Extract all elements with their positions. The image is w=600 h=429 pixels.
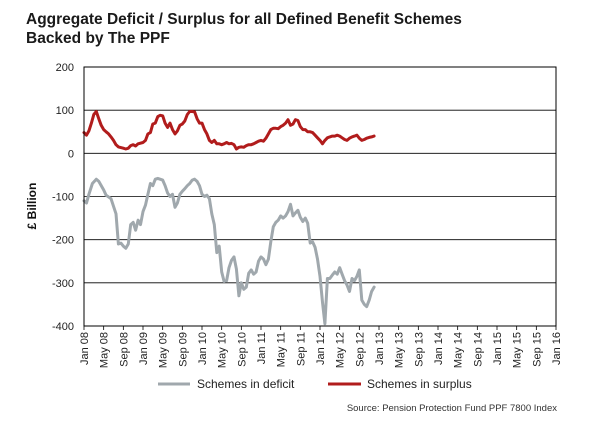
source-note: Source: Pension Protection Fund PPF 7800… (346, 403, 557, 414)
x-tick-label: Jan 14 (433, 332, 445, 365)
x-tick-label: May 08 (99, 332, 111, 368)
y-tick-label: -400 (52, 321, 74, 333)
x-tick-label: Jan 11 (256, 332, 268, 364)
x-tick-label: Jan 15 (492, 332, 504, 365)
x-tick-label: Sep 11 (295, 332, 307, 366)
x-tick-label: May 10 (217, 332, 229, 368)
legend: Schemes in deficit Schemes in surplus (158, 377, 472, 391)
y-tick-label: 200 (56, 62, 74, 74)
legend-label-deficit: Schemes in deficit (197, 377, 295, 391)
x-tick-label: Sep 13 (413, 332, 425, 367)
x-tick-label: May 14 (453, 332, 465, 368)
y-tick-label: 100 (56, 105, 74, 117)
x-tick-label: Jan 10 (197, 332, 209, 365)
x-tick-label: Sep 10 (236, 332, 248, 367)
x-tick-label: Jan 12 (315, 332, 327, 365)
y-tick-label: -200 (52, 235, 74, 247)
series-line-deficit (82, 176, 376, 326)
y-tick-labels: -400 -300 -200 -100 0 100 200 (52, 62, 74, 333)
y-tick-label: 0 (68, 148, 74, 160)
y-axis-label: £ Billion (25, 183, 39, 230)
y-tick-label: -300 (52, 278, 74, 290)
series-lines (82, 110, 376, 326)
x-tick-label: Sep 14 (472, 332, 484, 367)
x-tick-label: May 13 (394, 332, 406, 368)
chart-title: Aggregate Deficit / Surplus for all Defi… (26, 10, 462, 48)
chart-title-line-1: Aggregate Deficit / Surplus for all Defi… (26, 11, 462, 28)
x-tick-label: May 09 (158, 332, 170, 368)
legend-label-surplus: Schemes in surplus (367, 377, 472, 391)
x-tick-label: May 12 (335, 332, 347, 368)
series-line-surplus (82, 110, 376, 151)
x-tick-label: May 11 (276, 332, 288, 367)
y-tick-label: -100 (52, 192, 74, 204)
x-tick-label: Jan 08 (79, 332, 91, 365)
plot-frame (83, 66, 557, 327)
x-tick-label: Jan 13 (374, 332, 386, 365)
x-tick-label: Jan 16 (551, 332, 563, 365)
x-tick-label: Sep 08 (118, 332, 130, 367)
x-tick-labels: Jan 08 May 08 Sep 08 Jan 09 May 09 Sep 09 Jan … (79, 332, 563, 368)
chart-title-line-2: Backed by The PPF (26, 30, 170, 47)
x-tick-label: Sep 12 (354, 332, 366, 367)
x-tick-label: Jan 09 (138, 332, 150, 365)
x-tick-label: May 15 (512, 332, 524, 368)
x-tick-label: Sep 09 (177, 332, 189, 367)
x-tick-label: Sep 15 (531, 332, 543, 367)
